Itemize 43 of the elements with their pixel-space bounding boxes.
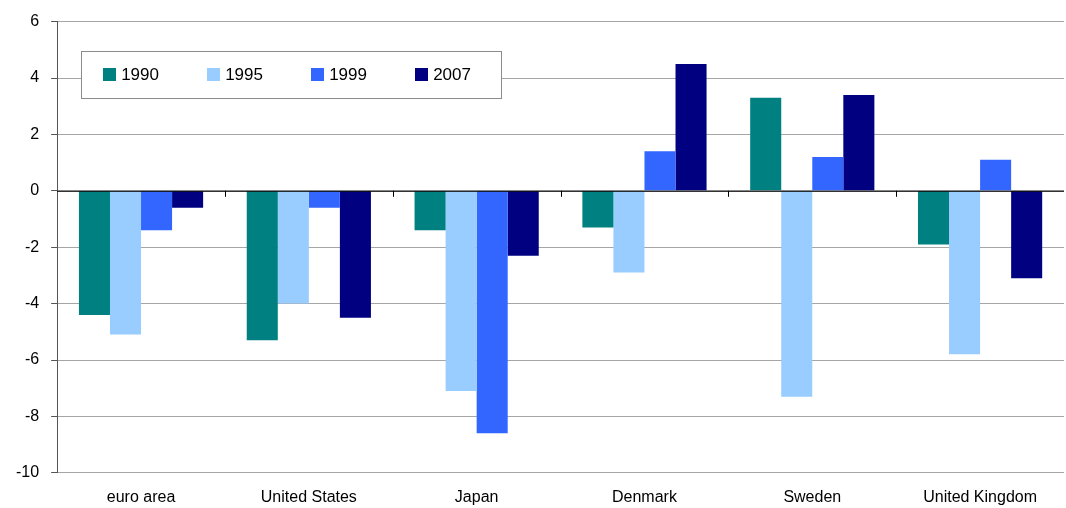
y-tick-label: -6 <box>24 350 40 368</box>
bar <box>613 191 645 273</box>
y-tick-label: -10 <box>16 463 40 481</box>
bar <box>339 191 371 318</box>
bar <box>675 63 707 191</box>
y-tick-label: 4 <box>30 68 40 86</box>
bar <box>172 191 204 208</box>
legend-label: 1990 <box>121 64 159 85</box>
x-tick-label: Japan <box>454 487 499 505</box>
bar <box>414 191 446 231</box>
bar <box>476 191 508 434</box>
bar <box>246 191 278 341</box>
bar <box>445 191 477 392</box>
x-tick-label: euro area <box>106 487 176 505</box>
bar <box>109 191 142 335</box>
bar <box>308 191 340 208</box>
bar <box>277 191 309 304</box>
bar <box>1011 191 1043 279</box>
y-tick-label: 0 <box>30 181 40 199</box>
y-tick-label: -4 <box>24 294 40 312</box>
bar <box>918 191 950 245</box>
x-tick-label: Denmark <box>612 487 678 505</box>
bar <box>582 191 614 228</box>
y-tick-label: 6 <box>30 12 40 30</box>
y-tick-label: -2 <box>24 237 40 255</box>
x-tick-label: Sweden <box>783 487 842 505</box>
x-tick-label: United States <box>260 487 357 505</box>
x-tick-label: United Kingdom <box>923 487 1038 505</box>
bar <box>750 97 782 191</box>
bar <box>843 94 875 191</box>
bar <box>644 151 676 191</box>
y-tick-label: -8 <box>24 406 40 424</box>
legend-label: 2007 <box>433 64 471 85</box>
bar <box>141 191 173 231</box>
legend-label: 1999 <box>329 64 367 85</box>
bar <box>507 191 539 256</box>
bar <box>781 191 813 397</box>
bar <box>949 191 981 355</box>
bar <box>980 159 1012 191</box>
y-tick-label: 2 <box>30 124 40 142</box>
legend-label: 1995 <box>225 64 263 85</box>
bar <box>812 156 844 191</box>
bar <box>78 191 110 315</box>
